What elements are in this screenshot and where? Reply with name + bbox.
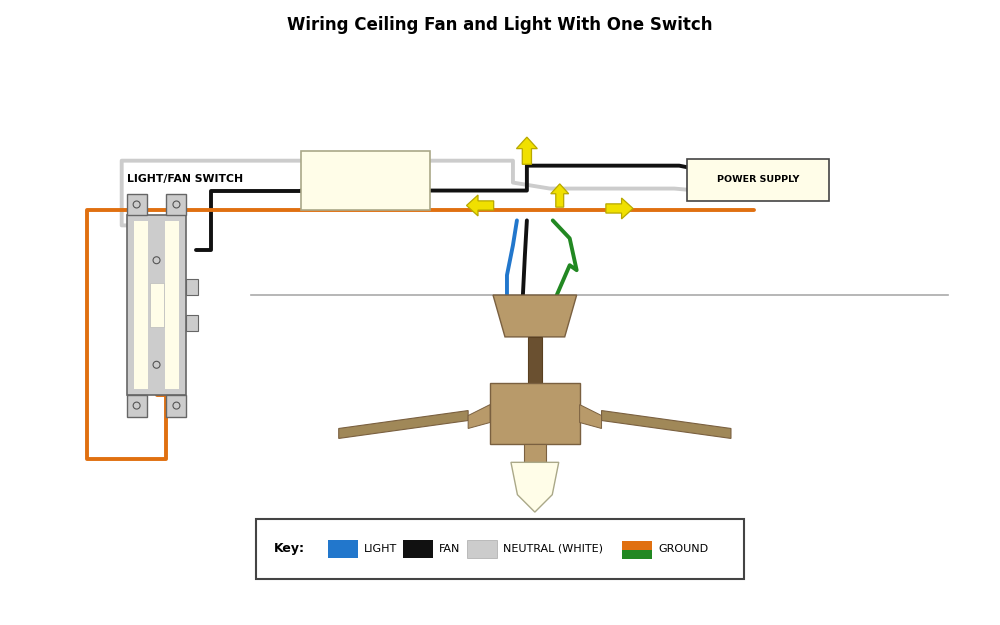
Bar [166,394,186,416]
Polygon shape [516,137,537,164]
Bar [528,337,542,382]
Bar [134,221,148,389]
Bar [403,540,433,558]
Polygon shape [493,295,577,337]
Text: FAN: FAN [439,544,461,554]
Bar [328,540,358,558]
Text: Key:: Key: [274,542,305,556]
Bar [687,159,829,201]
Bar [127,216,186,394]
Bar [490,382,580,444]
Bar [186,315,198,331]
Polygon shape [511,462,559,512]
Polygon shape [466,195,494,216]
Bar [127,194,147,216]
Bar [150,283,164,327]
Polygon shape [468,404,490,429]
Bar [186,279,198,295]
Bar [524,444,546,462]
Bar [127,394,147,416]
Polygon shape [551,184,569,207]
Text: LIGHT: LIGHT [364,544,397,554]
Text: Wiring Ceiling Fan and Light With One Switch: Wiring Ceiling Fan and Light With One Sw… [287,16,713,34]
Text: GROUND: GROUND [658,544,708,554]
Text: NEUTRAL (WHITE): NEUTRAL (WHITE) [503,544,603,554]
Bar [165,221,179,389]
Bar [622,550,652,559]
Polygon shape [339,411,468,439]
Bar [467,540,497,558]
Bar [166,194,186,216]
Polygon shape [602,411,731,439]
Bar [301,151,430,211]
Text: LIGHT/FAN SWITCH: LIGHT/FAN SWITCH [127,174,243,184]
Bar [622,541,652,550]
Polygon shape [580,404,602,429]
Text: POWER SUPPLY: POWER SUPPLY [717,175,799,184]
Polygon shape [606,198,633,219]
Bar [256,519,744,579]
